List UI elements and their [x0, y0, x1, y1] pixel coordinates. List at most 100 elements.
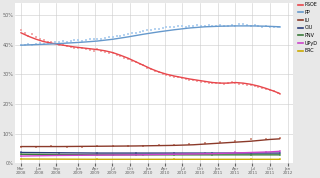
Point — [37, 37, 43, 40]
Point — [80, 46, 85, 49]
Point — [30, 33, 35, 36]
Point — [156, 70, 161, 73]
Point — [110, 153, 116, 156]
Point — [49, 41, 54, 44]
Point — [141, 30, 146, 33]
Point — [145, 66, 150, 69]
Point — [277, 150, 282, 153]
Point — [122, 34, 127, 36]
Point — [41, 39, 46, 42]
Point — [195, 79, 200, 82]
Point — [172, 75, 177, 78]
Point — [49, 145, 54, 148]
Point — [248, 25, 253, 28]
Point — [57, 43, 62, 46]
Point — [252, 85, 257, 88]
Point — [277, 153, 282, 156]
Point — [26, 34, 31, 37]
Point — [172, 26, 177, 29]
Point — [84, 48, 89, 50]
Point — [99, 50, 104, 53]
Point — [148, 28, 154, 31]
Point — [237, 82, 242, 85]
Point — [264, 137, 269, 140]
Point — [57, 40, 62, 43]
Point — [156, 28, 161, 31]
Point — [277, 26, 282, 29]
Point — [214, 25, 219, 28]
Point — [118, 55, 123, 58]
Point — [95, 38, 100, 41]
Point — [277, 152, 282, 155]
Point — [68, 40, 73, 42]
Point — [198, 25, 204, 28]
Point — [168, 25, 173, 28]
Point — [172, 158, 177, 161]
Point — [210, 153, 215, 156]
Point — [133, 153, 138, 156]
Point — [18, 28, 23, 31]
Point — [248, 158, 253, 161]
Point — [179, 25, 184, 28]
Point — [160, 27, 165, 30]
Point — [95, 152, 100, 155]
Point — [68, 46, 73, 48]
Point — [233, 139, 238, 142]
Point — [191, 25, 196, 28]
Point — [80, 145, 85, 148]
Point — [64, 40, 69, 43]
Point — [84, 39, 89, 42]
Point — [137, 31, 142, 34]
Point — [34, 43, 39, 45]
Point — [264, 150, 269, 153]
Point — [22, 31, 27, 34]
Point — [187, 25, 192, 28]
Point — [233, 81, 238, 84]
Point — [271, 25, 276, 28]
Point — [125, 33, 131, 36]
Point — [110, 51, 116, 54]
Point — [129, 32, 134, 35]
Point — [118, 34, 123, 37]
Point — [110, 36, 116, 39]
Point — [264, 25, 269, 28]
Point — [195, 24, 200, 27]
Point — [76, 39, 81, 42]
Point — [22, 44, 27, 47]
Point — [18, 153, 23, 156]
Point — [18, 43, 23, 46]
Point — [277, 93, 282, 96]
Point — [107, 36, 112, 39]
Point — [168, 74, 173, 77]
Point — [64, 45, 69, 48]
Point — [72, 46, 77, 49]
Point — [53, 41, 58, 44]
Point — [229, 80, 234, 83]
Point — [277, 158, 282, 161]
Point — [91, 37, 96, 40]
Point — [191, 79, 196, 82]
Point — [225, 25, 230, 28]
Point — [172, 152, 177, 155]
Point — [49, 41, 54, 44]
Point — [45, 42, 50, 44]
Point — [260, 25, 265, 28]
Point — [133, 31, 138, 34]
Point — [268, 26, 273, 29]
Point — [141, 64, 146, 67]
Point — [18, 155, 23, 158]
Point — [110, 145, 116, 147]
Point — [221, 82, 227, 85]
Point — [64, 145, 69, 148]
Point — [45, 40, 50, 43]
Point — [218, 82, 223, 85]
Point — [206, 24, 211, 27]
Point — [18, 145, 23, 148]
Point — [129, 59, 134, 62]
Point — [57, 153, 62, 156]
Point — [141, 153, 146, 156]
Point — [210, 82, 215, 85]
Point — [37, 42, 43, 44]
Point — [152, 69, 157, 72]
Point — [95, 145, 100, 148]
